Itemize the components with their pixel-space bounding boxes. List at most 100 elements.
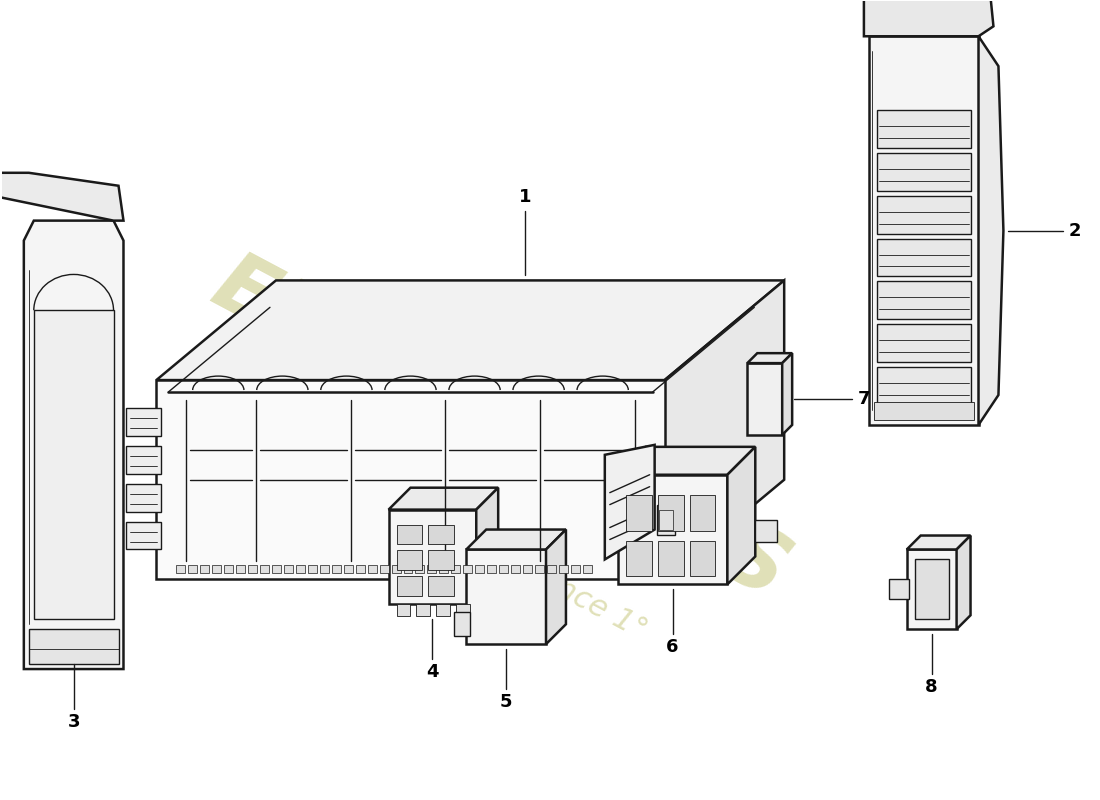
Bar <box>559 566 568 574</box>
Bar <box>454 612 471 636</box>
Polygon shape <box>388 488 498 510</box>
Bar <box>176 566 185 574</box>
Bar <box>877 110 970 148</box>
Bar <box>583 566 592 574</box>
Bar <box>626 541 651 576</box>
Bar <box>296 566 305 574</box>
Bar <box>355 566 364 574</box>
Polygon shape <box>864 0 993 36</box>
Polygon shape <box>747 353 792 363</box>
Bar <box>392 566 400 574</box>
Bar <box>456 604 471 616</box>
Text: 2: 2 <box>1069 222 1081 239</box>
Bar <box>512 566 520 574</box>
Bar <box>877 367 970 405</box>
Bar <box>34 310 113 619</box>
Bar <box>487 566 496 574</box>
Bar <box>428 566 437 574</box>
Bar <box>212 566 221 574</box>
Polygon shape <box>664 281 784 579</box>
Bar <box>618 474 727 584</box>
Bar <box>308 566 317 574</box>
Bar <box>690 494 715 530</box>
Bar <box>466 550 546 644</box>
Bar <box>260 566 270 574</box>
Polygon shape <box>782 353 792 435</box>
Bar <box>428 550 454 570</box>
Text: 4: 4 <box>426 663 439 681</box>
Bar <box>535 566 544 574</box>
Bar <box>416 566 425 574</box>
Text: 7: 7 <box>858 390 870 408</box>
Text: 5: 5 <box>499 693 513 711</box>
Bar <box>428 525 454 545</box>
Bar <box>463 566 472 574</box>
Bar <box>524 566 532 574</box>
Polygon shape <box>546 530 565 644</box>
Bar <box>877 238 970 277</box>
Text: 1: 1 <box>519 188 531 206</box>
Polygon shape <box>24 221 123 669</box>
Bar <box>451 566 460 574</box>
Polygon shape <box>605 445 654 559</box>
Text: 6: 6 <box>667 638 679 656</box>
Bar <box>690 541 715 576</box>
Bar <box>396 604 410 616</box>
Bar <box>417 604 430 616</box>
Bar <box>396 576 422 596</box>
Polygon shape <box>727 447 756 584</box>
Polygon shape <box>618 447 756 474</box>
Bar <box>877 282 970 319</box>
Bar <box>126 484 162 512</box>
Bar <box>29 630 119 664</box>
Bar <box>626 494 651 530</box>
Polygon shape <box>957 535 970 630</box>
Text: EUROSPARES: EUROSPARES <box>198 243 802 617</box>
Bar <box>224 566 233 574</box>
Bar <box>747 363 782 435</box>
Bar <box>659 510 672 530</box>
Bar <box>188 566 197 574</box>
Polygon shape <box>156 281 784 380</box>
Bar <box>126 446 162 474</box>
Bar <box>571 566 580 574</box>
Polygon shape <box>979 36 1003 425</box>
Bar <box>272 566 280 574</box>
Text: 3: 3 <box>67 713 80 731</box>
Bar <box>889 579 909 599</box>
Polygon shape <box>476 488 498 604</box>
Bar <box>869 36 979 425</box>
Bar <box>404 566 412 574</box>
Bar <box>499 566 508 574</box>
Bar <box>320 566 329 574</box>
Text: a passion for parts since 1°: a passion for parts since 1° <box>268 423 651 646</box>
Bar <box>756 519 778 542</box>
Bar <box>437 604 450 616</box>
Bar <box>475 566 484 574</box>
Bar <box>379 566 388 574</box>
Bar <box>877 196 970 234</box>
Bar <box>284 566 293 574</box>
Bar <box>658 494 683 530</box>
Bar <box>439 566 449 574</box>
Polygon shape <box>466 530 565 550</box>
Bar <box>658 541 683 576</box>
Bar <box>915 559 948 619</box>
Bar <box>236 566 245 574</box>
Bar <box>367 566 376 574</box>
Text: 8: 8 <box>925 678 938 696</box>
Bar <box>200 566 209 574</box>
Bar <box>396 525 422 545</box>
Bar <box>343 566 353 574</box>
Bar <box>126 408 162 436</box>
Bar <box>547 566 556 574</box>
Bar <box>126 522 162 550</box>
Bar <box>388 510 476 604</box>
Bar <box>396 550 422 570</box>
Bar <box>877 153 970 190</box>
Bar <box>873 402 974 420</box>
Bar <box>156 380 664 579</box>
Bar <box>657 505 674 534</box>
Bar <box>332 566 341 574</box>
Polygon shape <box>906 535 970 550</box>
